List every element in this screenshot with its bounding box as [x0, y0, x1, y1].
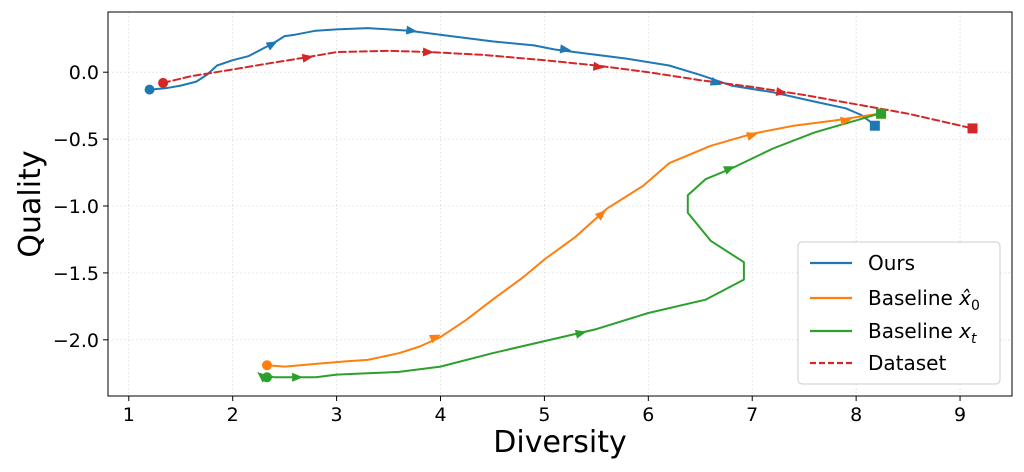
x-tick-label: 8: [850, 404, 862, 426]
direction-arrow: [265, 41, 278, 51]
direction-arrow: [292, 372, 304, 382]
series-line-baseline-x: [266, 112, 880, 368]
direction-arrow: [592, 61, 605, 71]
x-tick-label: 6: [642, 404, 654, 426]
end-marker: [876, 108, 887, 119]
x-tick-label: 5: [538, 404, 550, 426]
x-tick-label: 9: [954, 404, 966, 426]
x-tick-label: 3: [331, 404, 343, 426]
x-tick-label: 2: [227, 404, 239, 426]
direction-arrow: [574, 329, 587, 339]
direction-arrow: [840, 116, 852, 126]
direction-arrow: [405, 25, 418, 35]
start-marker: [144, 84, 155, 95]
end-marker: [967, 123, 978, 134]
direction-arrow: [301, 53, 314, 63]
y-tick-label: −1.5: [53, 263, 99, 285]
y-tick-label: −1.0: [53, 196, 99, 218]
plot-frame: [107, 11, 1013, 397]
start-marker: [158, 77, 169, 88]
legend-label-dataset: Dataset: [868, 351, 946, 375]
x-tick-label: 1: [123, 404, 135, 426]
direction-arrow: [422, 47, 434, 57]
start-marker: [261, 360, 272, 371]
y-tick-label: 0.0: [69, 62, 99, 84]
direction-arrow: [559, 44, 572, 54]
direction-arrow: [775, 87, 788, 96]
legend-label-ours: Ours: [868, 251, 915, 275]
x-tick-label: 4: [434, 404, 446, 426]
y-tick-label: −2.0: [53, 330, 99, 352]
series-line-dataset: [162, 49, 974, 130]
legend-label-baseline-x0: Baseline x̂0: [868, 286, 980, 314]
end-marker: [869, 120, 880, 131]
y-tick-label: −0.5: [53, 129, 99, 151]
direction-arrow: [428, 334, 441, 344]
x-tick-label: 7: [746, 404, 758, 426]
legend-label-baseline-xt: Baseline xt: [868, 319, 977, 347]
arrow-layer: [257, 25, 852, 383]
ticks: 1 2 3 4 5 6 7 8 9 0.0 −0.5 −1.0 −1.5 −2.0: [53, 62, 966, 426]
marker-layer: [144, 77, 978, 383]
series-line-baseline-x-t: [262, 112, 880, 379]
y-axis-label: Quality: [13, 150, 48, 257]
legend: Ours Baseline x̂0 Baseline xt Dataset: [797, 241, 1001, 385]
start-marker: [261, 372, 272, 383]
direction-arrow: [594, 209, 607, 221]
x-axis-label: Diversity: [493, 425, 626, 460]
direction-arrow: [746, 132, 758, 141]
legend-box: [797, 241, 1001, 385]
direction-arrow: [709, 77, 722, 86]
direction-arrow: [723, 166, 735, 175]
series-layer: [148, 27, 974, 379]
series-line-ours: [148, 27, 875, 126]
